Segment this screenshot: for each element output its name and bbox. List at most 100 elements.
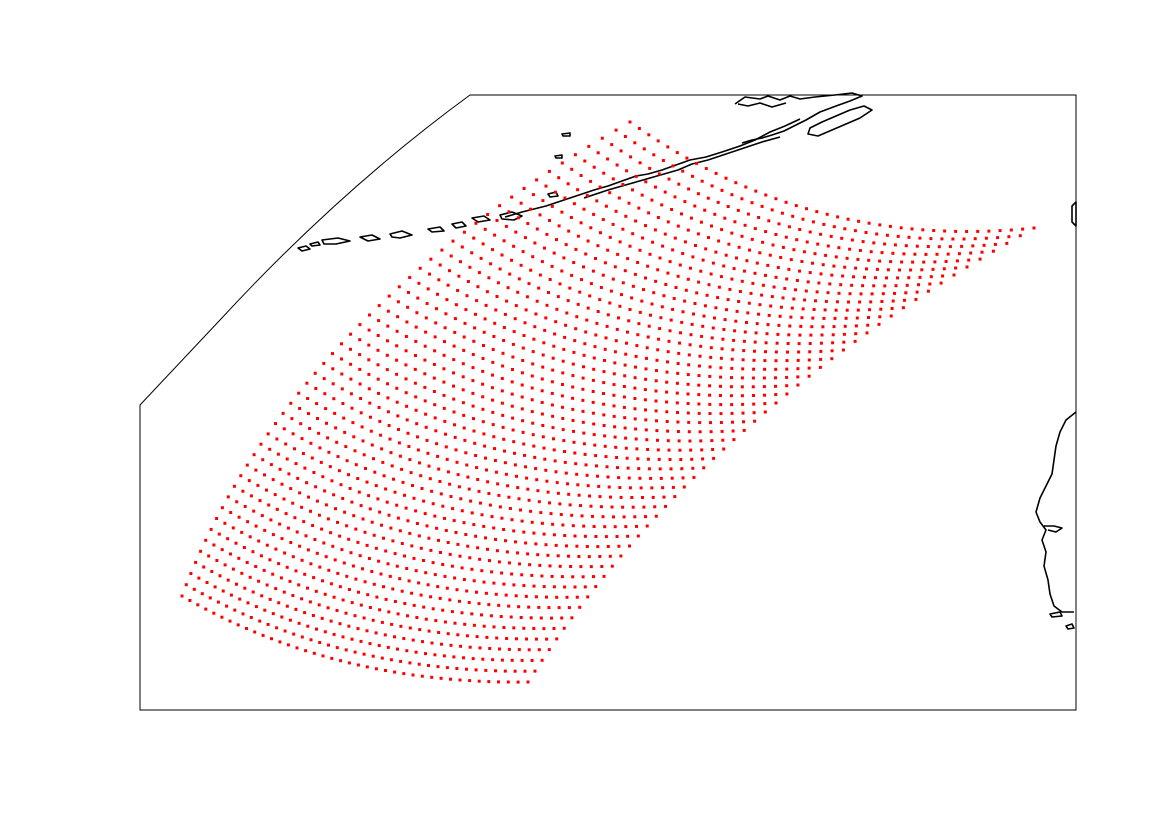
swath-point [507, 495, 511, 499]
swath-point [848, 292, 852, 296]
swath-point [768, 253, 772, 257]
swath-point [703, 304, 707, 308]
swath-point [559, 513, 563, 516]
swath-point [378, 510, 382, 514]
swath-point [340, 548, 344, 552]
swath-point [889, 260, 893, 264]
swath-point [452, 358, 456, 362]
swath-point [520, 407, 524, 411]
swath-point [461, 401, 465, 405]
swath-point [370, 443, 374, 447]
swath-point [807, 358, 811, 362]
swath-point [796, 358, 800, 362]
swath-point [709, 346, 713, 350]
swath-point [752, 367, 756, 371]
swath-point [376, 377, 380, 381]
swath-point [563, 335, 567, 339]
swath-point [400, 467, 404, 471]
swath-point [621, 281, 625, 285]
swath-point [678, 448, 682, 452]
swath-point [740, 234, 744, 238]
swath-point [608, 191, 612, 195]
swath-point [199, 549, 203, 553]
swath-point [408, 661, 412, 665]
swath-point [521, 359, 525, 362]
swath-point [767, 219, 771, 223]
swath-point [412, 556, 416, 560]
scan-line [236, 161, 699, 627]
swath-point [278, 522, 282, 526]
swath-point [461, 388, 465, 392]
swath-point [254, 605, 258, 609]
swath-point [450, 610, 454, 614]
swath-point [492, 435, 496, 439]
swath-point [666, 439, 670, 443]
swath-point [456, 633, 460, 637]
swath-point [854, 324, 858, 328]
swath-point [372, 457, 375, 461]
swath-point [608, 554, 612, 558]
swath-point [343, 510, 347, 514]
swath-point [336, 455, 340, 459]
swath-point [944, 260, 948, 263]
swath-point [824, 253, 828, 257]
swath-point [321, 579, 324, 583]
swath-point [586, 595, 590, 599]
swath-point [446, 541, 450, 544]
swath-point [425, 302, 429, 305]
swath-point [403, 554, 406, 558]
swath-point [437, 631, 441, 634]
swath-point [462, 578, 466, 581]
swath-point [293, 447, 296, 451]
swath-point [498, 505, 502, 509]
swath-point [501, 364, 505, 368]
swath-point [378, 608, 382, 612]
swath-point [465, 634, 469, 638]
swath-point [585, 473, 589, 477]
swath-point [517, 648, 521, 652]
swath-point [687, 420, 691, 424]
swath-point [297, 583, 301, 587]
swath-point [391, 539, 395, 543]
swath-point [730, 277, 734, 281]
swath-point [687, 187, 691, 191]
swath-point [614, 339, 618, 343]
swath-point [333, 411, 337, 415]
swath-point [356, 663, 360, 667]
swath-point [421, 640, 424, 644]
swath-point [532, 584, 536, 588]
swath-point [317, 603, 321, 607]
scan-line [477, 229, 980, 683]
swath-point [578, 290, 582, 294]
swath-point [427, 629, 431, 633]
swath-point [395, 329, 399, 333]
swath-point [701, 324, 705, 328]
swath-point [819, 232, 823, 236]
swath-point [471, 366, 475, 370]
swath-point [555, 307, 559, 311]
swath-point [368, 642, 372, 646]
swath-point [220, 506, 224, 510]
swath-point [493, 447, 496, 451]
swath-point [433, 403, 437, 407]
swath-point [320, 616, 324, 620]
swath-point [371, 618, 375, 622]
swath-point [774, 384, 777, 388]
swath-point [762, 385, 766, 389]
swath-point [332, 632, 336, 636]
swath-point [616, 466, 619, 470]
swath-point [538, 273, 542, 277]
swath-point [561, 523, 565, 527]
swath-point [415, 522, 419, 525]
swath-point [535, 299, 539, 303]
swath-point [235, 500, 239, 504]
coastline-aleutian-7 [321, 237, 351, 245]
swath-point [505, 299, 509, 303]
swath-point [318, 446, 322, 450]
swath-point [423, 385, 427, 389]
swath-point [547, 606, 551, 610]
swath-point [540, 377, 544, 381]
swath-point [389, 451, 393, 455]
swath-point [607, 485, 611, 489]
swath-point [742, 420, 745, 424]
